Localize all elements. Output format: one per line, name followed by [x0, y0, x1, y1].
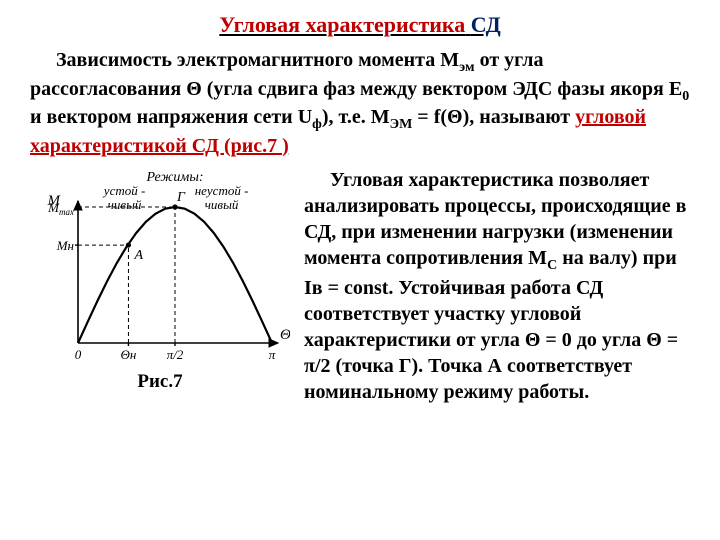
- svg-text:чивый: чивый: [205, 197, 239, 212]
- figure-caption: Рис.7: [30, 371, 290, 393]
- svg-text:Мн: Мн: [56, 238, 74, 253]
- angle-characteristic-chart: MΘАГMmaxМн0Θнπ/2πРежимы:устой -чивыйнеус…: [30, 167, 290, 367]
- svg-text:чивый: чивый: [108, 197, 142, 212]
- svg-text:Θ: Θ: [280, 327, 290, 343]
- svg-text:π/2: π/2: [167, 347, 184, 362]
- svg-text:Г: Г: [176, 190, 186, 205]
- svg-text:неустой -: неустой -: [195, 183, 249, 198]
- title-red: Угловая характеристика: [219, 12, 465, 37]
- paragraph-1: Зависимость электромагнитного момента Мэ…: [30, 48, 690, 159]
- page-title: Угловая характеристика СД: [30, 12, 690, 38]
- svg-text:Θн: Θн: [121, 347, 137, 362]
- svg-text:устой -: устой -: [102, 183, 146, 198]
- title-blue: СД: [471, 12, 501, 37]
- svg-text:π: π: [269, 347, 276, 362]
- svg-text:0: 0: [75, 347, 82, 362]
- paragraph-2: Угловая характеристика позволяет анализи…: [304, 167, 690, 405]
- svg-text:А: А: [133, 248, 143, 263]
